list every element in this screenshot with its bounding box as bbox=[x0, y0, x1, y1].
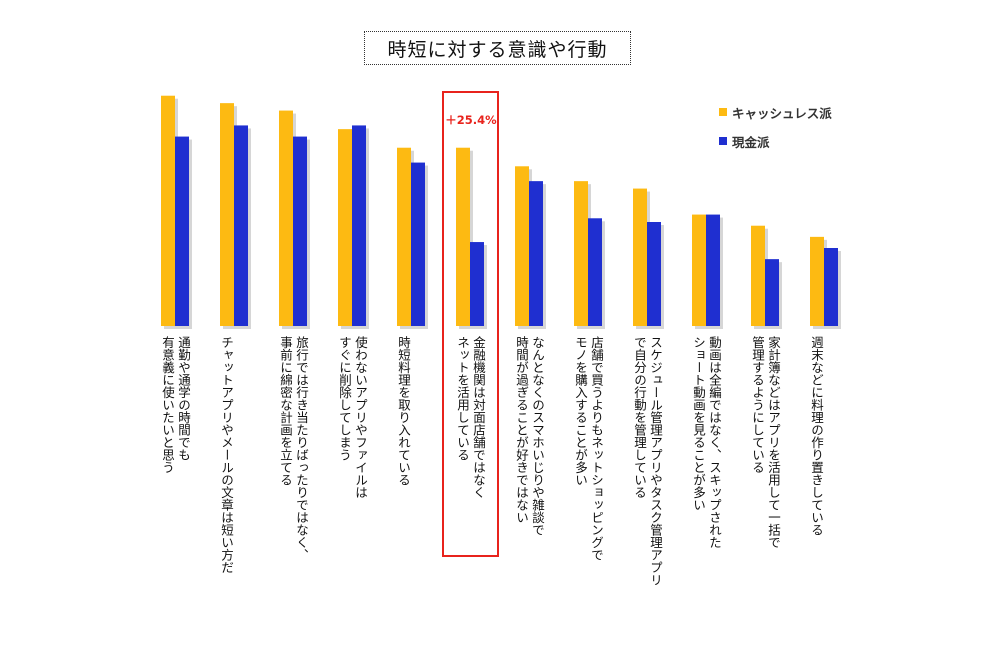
bar-cash-9 bbox=[706, 214, 720, 326]
highlight-annotation: ＋25.4% bbox=[445, 113, 497, 127]
bar-cash-11 bbox=[824, 248, 838, 326]
bar-cash-8 bbox=[647, 222, 661, 326]
bar-cashless-2 bbox=[279, 110, 293, 326]
bar-cashless-9 bbox=[692, 214, 706, 326]
legend-item-cash: 現金派 bbox=[719, 133, 832, 150]
category-label-3: 使わないアプリやファイルは すぐに削除してしまう bbox=[337, 336, 368, 499]
legend-label-cash: 現金派 bbox=[732, 134, 770, 150]
bar-cashless-4 bbox=[397, 147, 411, 326]
bar-cash-5 bbox=[470, 242, 484, 326]
bar-cash-6 bbox=[529, 181, 543, 326]
category-label-11: 週末などに料理の作り置きしている bbox=[809, 336, 824, 536]
bar-cashless-3 bbox=[338, 129, 352, 326]
legend-swatch-cash bbox=[719, 137, 727, 145]
legend-item-cashless: キャッシュレス派 bbox=[719, 104, 832, 121]
category-label-0: 通勤や通学の時間でも 有意義に使いたいと思う bbox=[160, 336, 191, 474]
category-label-7: 店舗で買うよりもネットショッピングで モノを購入することが多い bbox=[573, 336, 604, 561]
bar-cash-1 bbox=[234, 125, 248, 326]
chart-title: 時短に対する意識や行動 bbox=[364, 31, 631, 65]
category-label-2: 旅行では行き当たりばったりではなく、 事前に綿密な計画を立てる bbox=[278, 336, 309, 561]
legend-label-cashless: キャッシュレス派 bbox=[732, 105, 832, 121]
legend-swatch-cashless bbox=[719, 108, 727, 116]
bar-cash-0 bbox=[175, 136, 189, 326]
bar-cash-7 bbox=[588, 218, 602, 326]
bar-cashless-11 bbox=[810, 236, 824, 326]
bar-cashless-7 bbox=[574, 181, 588, 326]
bar-cash-2 bbox=[293, 136, 307, 326]
bar-cashless-8 bbox=[633, 188, 647, 326]
category-label-5: 金融機関は対面店舗ではなく ネットを活用している bbox=[455, 336, 486, 499]
bar-cashless-10 bbox=[751, 225, 765, 326]
bar-cash-4 bbox=[411, 162, 425, 326]
bar-cash-3 bbox=[352, 125, 366, 326]
category-label-1: チャットアプリやメールの文章は短い方だ bbox=[219, 336, 234, 574]
bar-cashless-1 bbox=[220, 103, 234, 327]
category-label-9: 動画は全編ではなく、スキップされた ショート動画を見ることが多い bbox=[691, 336, 722, 549]
category-label-6: なんとなくのスマホいじりや雑談で 時間が過ぎることが好きではない bbox=[514, 336, 545, 536]
bar-cashless-5 bbox=[456, 147, 470, 326]
category-label-10: 家計簿などはアプリを活用して一括で 管理するようにしている bbox=[750, 336, 781, 549]
bar-cash-10 bbox=[765, 259, 779, 326]
category-label-8: スケジュール管理アプリやタスク管理アプリ で自分の行動を管理している bbox=[632, 336, 663, 586]
highlight-box bbox=[442, 91, 499, 557]
legend: キャッシュレス派 現金派 bbox=[719, 104, 832, 162]
bar-cashless-0 bbox=[161, 95, 175, 326]
bar-cashless-6 bbox=[515, 166, 529, 326]
category-label-4: 時短料理を取り入れている bbox=[396, 336, 411, 486]
